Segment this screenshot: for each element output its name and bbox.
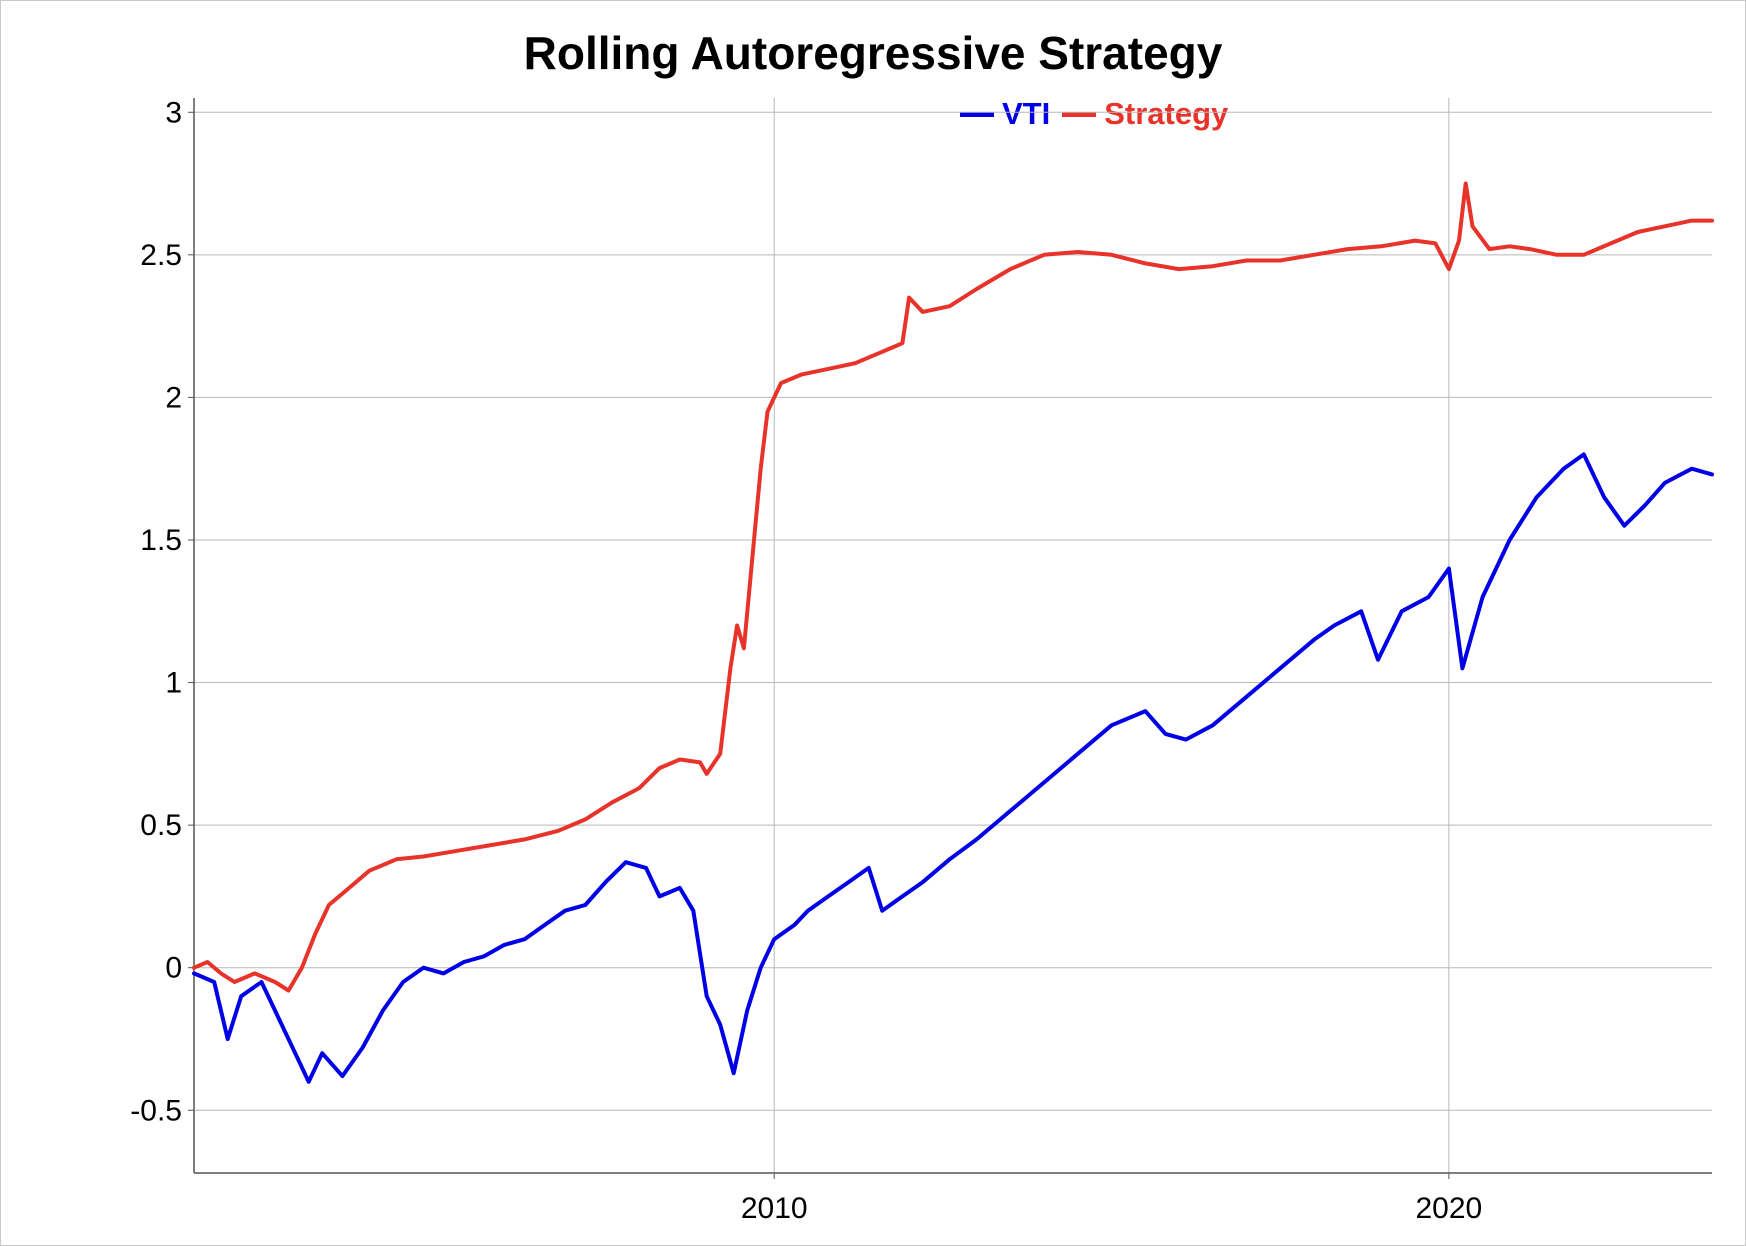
tick-layer: -0.5 0 0.5 1 1.5 2 2.5 3 2010 2020 — [130, 96, 1482, 1225]
x-tick-label: 2020 — [1416, 1192, 1483, 1225]
y-tick-label: -0.5 — [130, 1094, 182, 1127]
legend-swatch-strategy — [1062, 111, 1097, 117]
y-tick-label: 1 — [165, 667, 182, 700]
axis-layer — [188, 98, 1712, 1179]
legend-label-vti: VTI — [1002, 96, 1051, 131]
legend-swatch-vti — [960, 111, 994, 117]
legend-label-strategy: Strategy — [1104, 96, 1229, 131]
y-tick-label: 2 — [165, 381, 182, 414]
y-tick-label: 0 — [165, 952, 182, 985]
series-layer — [192, 181, 1714, 1084]
chart-title: Rolling Autoregressive Strategy — [523, 27, 1223, 79]
grid-layer — [194, 98, 1712, 1173]
y-tick-label: 0.5 — [140, 809, 182, 842]
chart-legend: VTI Strategy — [960, 96, 1240, 132]
legend-item-strategy: Strategy — [1062, 96, 1228, 132]
series-line-vti — [192, 452, 1714, 1084]
legend-item-vti: VTI — [960, 96, 1050, 132]
y-tick-label: 1.5 — [140, 524, 182, 557]
y-tick-label: 2.5 — [140, 239, 182, 272]
series-line-strategy — [192, 181, 1714, 993]
y-tick-label: 3 — [165, 96, 182, 129]
x-tick-label: 2010 — [741, 1192, 808, 1225]
